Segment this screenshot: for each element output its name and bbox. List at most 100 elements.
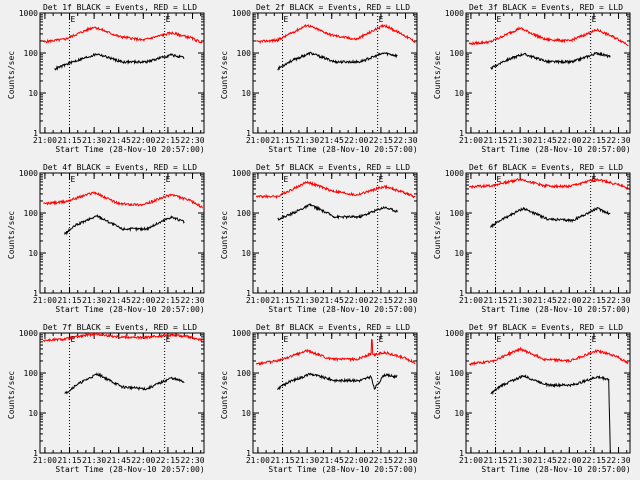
y-axis-label: Counts/sec	[433, 211, 442, 259]
plot-title: Det 1f BLACK = Events, RED = LLD	[43, 3, 197, 12]
x-tick-label: 22:00	[131, 456, 155, 465]
x-tick-label: 21:30	[82, 296, 106, 305]
x-tick-label: 21:15	[57, 296, 81, 305]
x-axis-label: Start Time (28-Nov-10 20:57:00)	[481, 305, 630, 314]
plot-title: Det 5f BLACK = Events, RED = LLD	[256, 163, 410, 172]
x-tick-label: 21:30	[82, 136, 106, 145]
x-tick-label: 22:15	[156, 136, 180, 145]
series-line-lld	[256, 23, 416, 45]
x-tick-label: 21:00	[33, 456, 57, 465]
y-tick-label: 1000	[445, 169, 464, 178]
subplot-2: Det 2f BLACK = Events, RED = LLD 1 10 100 10…	[220, 3, 418, 154]
subplot-3: Det 3f BLACK = Events, RED = LLD 1 10 100 10…	[433, 3, 631, 154]
x-tick-label: 21:45	[320, 136, 344, 145]
x-tick-label: 22:00	[344, 296, 368, 305]
x-tick-label: 21:30	[295, 136, 319, 145]
y-tick-label: 1	[246, 449, 251, 458]
eclipse-marker-label: E	[166, 15, 171, 24]
y-axis-label: Counts/sec	[7, 371, 16, 419]
x-tick-label: 21:45	[533, 456, 557, 465]
series-line-events	[277, 372, 398, 391]
y-tick-label: 1	[459, 129, 464, 138]
x-tick-label: 22:30	[180, 136, 204, 145]
x-tick-label: 21:00	[33, 296, 57, 305]
y-tick-label: 1000	[19, 169, 38, 178]
plot-frame	[465, 332, 631, 454]
x-tick-label: 22:15	[582, 136, 606, 145]
x-tick-label: 21:00	[459, 296, 483, 305]
x-tick-label: 21:00	[459, 456, 483, 465]
y-tick-label: 1000	[232, 329, 251, 338]
x-tick-label: 21:15	[483, 136, 507, 145]
series-line-lld	[468, 177, 629, 191]
y-axis-label: Counts/sec	[433, 371, 442, 419]
series-line-lld	[42, 26, 203, 44]
series-line-events	[490, 206, 611, 229]
x-tick-label: 22:00	[131, 296, 155, 305]
eclipse-marker-label: E	[284, 335, 289, 344]
y-tick-label: 1	[459, 449, 464, 458]
y-tick-label: 100	[450, 209, 465, 218]
plot-frame	[252, 12, 418, 134]
x-tick-label: 21:45	[533, 296, 557, 305]
plot-title: Det 6f BLACK = Events, RED = LLD	[469, 163, 623, 172]
y-tick-label: 10	[28, 249, 38, 258]
y-tick-label: 1	[246, 289, 251, 298]
subplot-7: Det 7f BLACK = Events, RED = LLD 1 10 100 10…	[7, 323, 205, 474]
x-tick-label: 21:45	[320, 456, 344, 465]
x-tick-label: 21:45	[533, 136, 557, 145]
eclipse-marker-label: E	[166, 175, 171, 184]
subplot-4: Det 4f BLACK = Events, RED = LLD 1 10 100 10…	[7, 163, 205, 314]
eclipse-marker-label: E	[284, 175, 289, 184]
y-tick-label: 1	[33, 289, 38, 298]
plot-title: Det 8f BLACK = Events, RED = LLD	[256, 323, 410, 332]
x-tick-label: 21:30	[508, 456, 532, 465]
subplot-1: Det 1f BLACK = Events, RED = LLD 1 10 100 10…	[7, 3, 205, 154]
x-axis-label: Start Time (28-Nov-10 20:57:00)	[268, 145, 417, 154]
x-tick-label: 22:00	[557, 456, 581, 465]
y-tick-label: 1	[33, 449, 38, 458]
y-tick-label: 100	[237, 49, 252, 58]
eclipse-marker-label: E	[379, 335, 384, 344]
x-tick-label: 22:30	[180, 296, 204, 305]
y-tick-label: 10	[241, 89, 251, 98]
y-tick-label: 100	[24, 369, 39, 378]
eclipse-marker-label: E	[71, 15, 76, 24]
x-axis-label: Start Time (28-Nov-10 20:57:00)	[268, 465, 417, 474]
y-axis-label: Counts/sec	[433, 51, 442, 99]
series-line-events	[277, 203, 398, 221]
plot-frame	[39, 12, 205, 134]
series-line-events	[64, 214, 185, 236]
eclipse-marker-label: E	[592, 15, 597, 24]
x-tick-label: 22:00	[557, 296, 581, 305]
x-tick-label: 21:15	[270, 456, 294, 465]
series-line-events	[54, 52, 185, 71]
y-tick-label: 10	[454, 89, 464, 98]
plot-frame	[39, 172, 205, 294]
x-tick-label: 22:00	[131, 136, 155, 145]
x-tick-label: 21:00	[246, 456, 270, 465]
x-tick-label: 21:15	[57, 456, 81, 465]
plot-title: Det 4f BLACK = Events, RED = LLD	[43, 163, 197, 172]
y-tick-label: 100	[24, 209, 39, 218]
series-line-lld	[255, 180, 416, 200]
x-tick-label: 22:30	[606, 296, 630, 305]
x-axis-label: Start Time (28-Nov-10 20:57:00)	[55, 465, 204, 474]
x-tick-label: 22:00	[344, 136, 368, 145]
x-axis-label: Start Time (28-Nov-10 20:57:00)	[481, 145, 630, 154]
eclipse-marker-label: E	[592, 175, 597, 184]
plot-title: Det 7f BLACK = Events, RED = LLD	[43, 323, 197, 332]
x-tick-label: 22:30	[393, 136, 417, 145]
eclipse-marker-label: E	[379, 15, 384, 24]
y-axis-label: Counts/sec	[7, 51, 16, 99]
x-tick-label: 21:45	[107, 296, 131, 305]
x-tick-label: 21:45	[107, 136, 131, 145]
plot-title: Det 3f BLACK = Events, RED = LLD	[469, 3, 623, 12]
subplot-8: Det 8f BLACK = Events, RED = LLD 1 10 100 10…	[220, 323, 418, 474]
x-tick-label: 22:30	[606, 136, 630, 145]
eclipse-marker-label: E	[497, 175, 502, 184]
y-tick-label: 10	[241, 249, 251, 258]
y-tick-label: 100	[450, 49, 465, 58]
